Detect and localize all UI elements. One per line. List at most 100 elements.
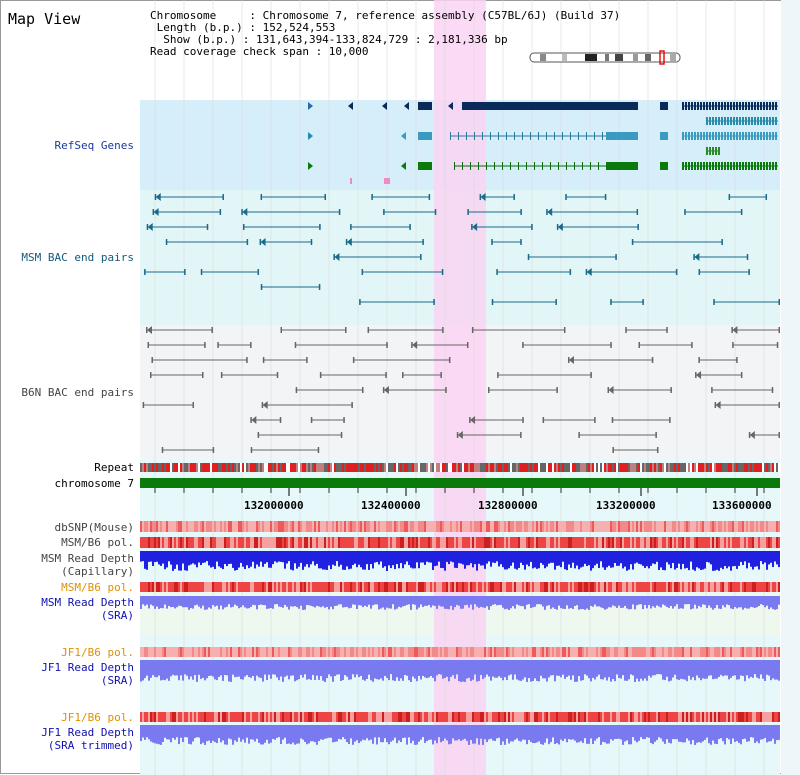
depth-bar (732, 596, 734, 610)
heat-cell (624, 582, 626, 592)
heat-cell (378, 521, 380, 532)
heat-cell (604, 712, 606, 722)
track-label-jf1-b6-pol-2[interactable]: JF1/B6 pol. (61, 711, 134, 724)
depth-bar (516, 660, 518, 680)
heat-cell (434, 582, 436, 592)
heat-cell (548, 712, 550, 722)
heat-cell (700, 537, 702, 548)
gene-exon (763, 117, 765, 125)
depth-bar (580, 551, 582, 568)
chromosome-bar (140, 478, 780, 488)
heat-cell (488, 537, 490, 548)
repeat-feature (174, 463, 176, 472)
gene-exon (736, 117, 738, 125)
depth-bar (778, 596, 780, 605)
track-label-jf1-read-trim[interactable]: JF1 Read Depth (41, 726, 134, 739)
depth-bar (328, 660, 330, 675)
bac-end (607, 387, 610, 393)
depth-bar (308, 596, 310, 606)
depth-bar (386, 551, 388, 571)
track-label-dbsnp[interactable]: dbSNP(Mouse) (54, 521, 134, 534)
depth-bar (508, 596, 510, 610)
depth-bar (346, 725, 348, 743)
depth-bar (330, 596, 332, 607)
depth-bar (406, 596, 408, 605)
heat-cell (520, 712, 522, 722)
depth-bar (766, 596, 768, 606)
track-label-msm-b6-pol-2[interactable]: MSM/B6 pol. (61, 581, 134, 594)
heat-cell (530, 537, 532, 548)
depth-bar (744, 596, 746, 608)
depth-bar (558, 660, 560, 676)
depth-bar (544, 596, 546, 610)
bac-end (442, 327, 444, 333)
heat-cell (352, 647, 354, 657)
depth-bar (674, 596, 676, 607)
heat-cell (636, 647, 638, 657)
gene-exon (769, 162, 771, 170)
track-label-b6n-bac[interactable]: B6N BAC end pairs (21, 386, 134, 399)
gene-exon (688, 162, 690, 170)
track-label-repeat[interactable]: Repeat (94, 461, 134, 474)
depth-bar (622, 596, 624, 608)
depth-bar (358, 725, 360, 744)
heat-cell (494, 712, 496, 722)
bac-end (385, 372, 387, 378)
track-label-msm-read-cap[interactable]: MSM Read Depth (41, 552, 134, 565)
heat-cell (694, 647, 696, 657)
repeat-feature (536, 463, 538, 472)
heat-cell (152, 712, 154, 722)
depth-bar (370, 551, 372, 565)
heat-cell (568, 521, 570, 532)
heat-cell (330, 647, 332, 657)
depth-bar (578, 551, 580, 570)
depth-bar (656, 551, 658, 562)
heat-cell (490, 647, 492, 657)
gene-exon (685, 162, 687, 170)
depth-bar (288, 596, 290, 610)
track-label-jf1-read-sra[interactable]: JF1 Read Depth (41, 661, 134, 674)
repeat-feature (442, 463, 444, 472)
heat-cell (276, 582, 278, 592)
bac-end (310, 239, 313, 245)
track-label-msm-bac[interactable]: MSM BAC end pairs (21, 251, 134, 264)
depth-bar (302, 660, 304, 678)
heat-cell (644, 647, 646, 657)
heat-cell (310, 647, 312, 657)
depth-bar (436, 551, 438, 566)
heat-cell (526, 712, 528, 722)
track-label-jf1-b6-pol-1[interactable]: JF1/B6 pol. (61, 646, 134, 659)
heat-cell (234, 647, 236, 657)
track-label-msm-read-sra[interactable]: MSM Read Depth (41, 596, 134, 609)
track-label-msm-b6-pol-1[interactable]: MSM/B6 pol. (61, 536, 134, 549)
repeat-feature (336, 463, 338, 472)
bac-end (409, 224, 411, 230)
track-label-msm-read-sra-sub: (SRA) (100, 609, 134, 622)
repeat-feature (286, 463, 288, 472)
track-label-chromosome[interactable]: chromosome 7 (54, 477, 134, 490)
heat-cell (714, 521, 716, 532)
depth-bar (508, 725, 510, 744)
heat-cell (452, 582, 454, 592)
depth-bar (632, 551, 634, 570)
track-label-refseq[interactable]: RefSeq Genes (54, 139, 134, 152)
depth-bar (348, 660, 350, 680)
heat-cell (434, 521, 436, 532)
heat-cell (528, 712, 530, 722)
heat-cell (508, 647, 510, 657)
depth-bar (666, 596, 668, 607)
depth-bar (590, 551, 592, 571)
depth-bar (662, 660, 664, 680)
heat-cell (716, 537, 718, 548)
depth-bar (388, 551, 390, 566)
repeat-feature (526, 463, 528, 472)
heat-cell (778, 647, 780, 657)
depth-bar (456, 660, 458, 675)
axis-tick-label: 133200000 (596, 499, 656, 512)
heat-cell (226, 647, 228, 657)
heat-cell (644, 521, 646, 532)
bac-end (778, 327, 780, 333)
gene-exon (775, 162, 777, 170)
heat-cell (578, 537, 580, 548)
